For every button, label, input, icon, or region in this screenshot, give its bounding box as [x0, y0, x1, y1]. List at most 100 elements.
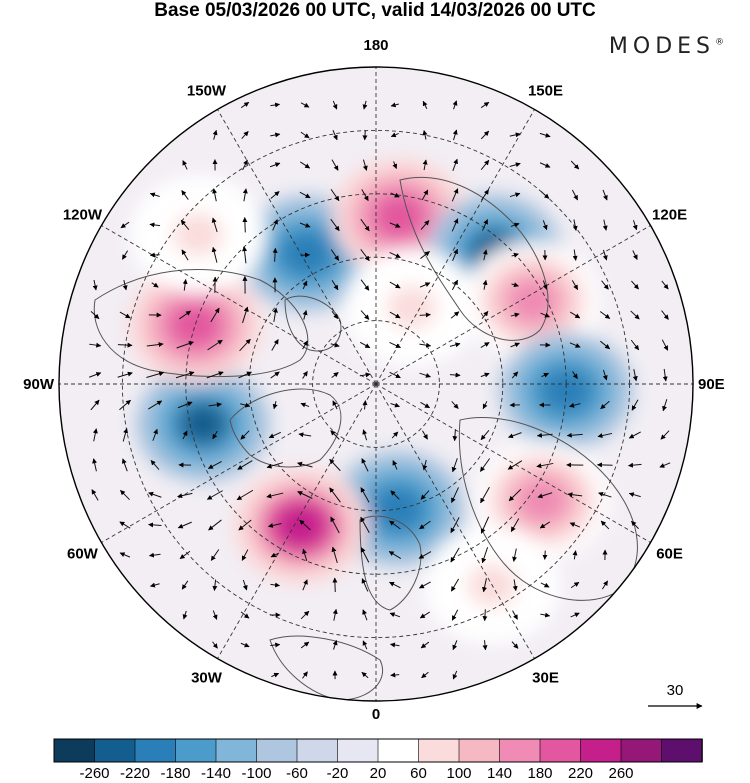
wind-vector: [362, 609, 368, 621]
wind-vector: [210, 549, 220, 561]
wind-vector: [238, 371, 252, 379]
wind-vector: [389, 222, 401, 228]
wind-vector: [208, 402, 222, 408]
wind-vector: [536, 462, 554, 469]
colorbar-swatch: [499, 738, 541, 763]
wind-vector: [332, 100, 338, 110]
wind-vector: [240, 101, 250, 109]
wind-vector: [390, 402, 400, 408]
wind-vector: [329, 487, 341, 503]
colorbar-tick-label: 100: [446, 765, 471, 782]
anomaly-blob: [374, 194, 425, 239]
wind-vector: [420, 401, 430, 409]
reference-vector-label: 30: [667, 682, 684, 699]
wind-vector: [300, 610, 310, 620]
wind-vector: [392, 460, 398, 470]
wind-vector: [240, 402, 251, 408]
wind-vector: [90, 311, 100, 319]
wind-vector: [297, 461, 313, 468]
colorbar-swatch: [134, 738, 177, 763]
colorbar-tick-label: 60: [410, 765, 427, 782]
wind-vector: [542, 280, 548, 290]
anomaly-blob: [170, 303, 221, 347]
wind-vector: [480, 372, 490, 378]
wind-vector: [300, 102, 310, 108]
wind-vector: [330, 430, 340, 440]
wind-vector: [329, 458, 341, 472]
wind-vector: [392, 161, 398, 170]
wind-vector: [149, 582, 160, 588]
wind-vector: [571, 280, 579, 291]
wind-vector: [480, 130, 490, 140]
wind-vector: [599, 311, 611, 319]
wind-vector: [631, 280, 639, 290]
colorbar-swatch: [296, 738, 339, 763]
wind-vector: [270, 582, 281, 588]
wind-vector: [389, 281, 401, 289]
wind-vector: [481, 310, 489, 319]
wind-vector: [332, 129, 338, 141]
wind-vector: [362, 400, 368, 410]
wind-vector: [330, 218, 340, 232]
wind-vector: [182, 160, 188, 170]
wind-vector: [360, 248, 370, 262]
wind-vector: [148, 491, 162, 498]
wind-vector: [602, 249, 608, 261]
wind-vector: [451, 218, 459, 232]
meridian-label: 90E: [698, 376, 725, 393]
colorbar-swatch: [580, 738, 622, 763]
wind-vector: [298, 432, 312, 438]
wind-vector: [569, 342, 581, 348]
wind-vector: [389, 341, 401, 349]
wind-vector: [240, 430, 250, 440]
meridian-line: [101, 225, 377, 385]
wind-vector: [210, 307, 220, 323]
wind-vector: [601, 580, 609, 590]
wind-vector: [332, 608, 338, 621]
wind-vector: [206, 371, 224, 379]
wind-vector: [212, 188, 218, 202]
wind-vector: [510, 312, 520, 318]
wind-vector: [480, 486, 490, 504]
wind-vector: [267, 523, 282, 528]
wind-vector: [480, 101, 490, 109]
wind-vector: [272, 219, 278, 231]
wind-vector: [602, 219, 608, 231]
wind-vector: [360, 516, 370, 534]
wind-vector: [512, 579, 518, 592]
wind-vector: [270, 102, 281, 108]
meridian-label: 30W: [191, 670, 223, 687]
wind-vector: [211, 217, 218, 233]
wind-vector: [238, 519, 252, 531]
wind-vector: [542, 220, 548, 231]
wind-vector: [418, 551, 432, 559]
wind-vector: [452, 670, 458, 680]
wind-vector: [182, 430, 188, 440]
wind-vector: [480, 516, 490, 534]
wind-vector: [361, 189, 369, 202]
wind-vector: [331, 546, 338, 564]
wind-vector: [331, 310, 339, 320]
wind-vector: [509, 132, 521, 138]
wind-vector: [332, 639, 338, 650]
wind-vector: [422, 159, 428, 171]
wind-vector: [92, 458, 98, 472]
wind-vector: [422, 459, 428, 471]
wind-vector: [421, 671, 429, 679]
wind-vector: [242, 159, 248, 171]
wind-vector: [391, 431, 399, 439]
wind-vector: [302, 280, 308, 290]
wind-vector: [302, 309, 308, 320]
wind-vector: [360, 547, 370, 563]
wind-vector: [177, 401, 193, 409]
wind-vector: [510, 222, 520, 228]
anomaly-blob: [275, 504, 326, 548]
wind-vector: [450, 578, 460, 592]
wind-vector: [297, 491, 313, 499]
wind-vector: [302, 548, 308, 561]
wind-vector: [602, 189, 608, 201]
anomaly-blob: [541, 368, 592, 413]
wind-vector: [241, 130, 249, 139]
meridian-line: [375, 383, 535, 659]
wind-vector: [480, 342, 490, 348]
